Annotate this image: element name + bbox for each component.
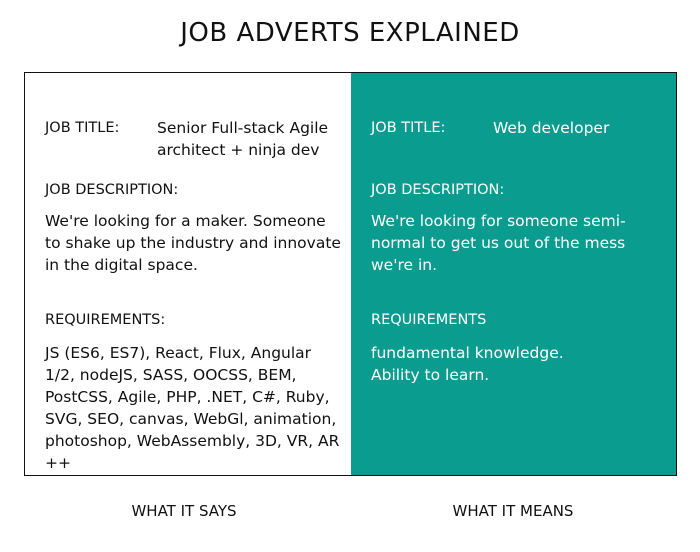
- requirements-label: REQUIREMENTS: [371, 312, 487, 328]
- requirements-line: fundamental knowledge.: [371, 344, 564, 362]
- job-title-label: JOB TITLE:: [45, 120, 120, 136]
- job-description-label: JOB DESCRIPTION:: [45, 182, 179, 198]
- what-it-says-caption: WHAT IT SAYS: [131, 502, 237, 520]
- requirements-line: Ability to learn.: [371, 366, 490, 384]
- job-title-value: Web developer: [493, 119, 610, 137]
- page-title: JOB ADVERTS EXPLAINED: [180, 18, 520, 48]
- job-description-text: We're looking for a maker. Someone to sh…: [45, 212, 341, 274]
- comparison-panels: JOB TITLE: Senior Full-stack Agile archi…: [24, 72, 677, 476]
- job-title-label: JOB TITLE:: [371, 120, 446, 136]
- job-description-label: JOB DESCRIPTION:: [371, 182, 505, 198]
- what-it-means-panel: JOB TITLE: Web developer JOB DESCRIPTION…: [351, 73, 676, 475]
- what-it-means-caption: WHAT IT MEANS: [452, 502, 574, 520]
- requirements-text: JS (ES6, ES7), React, Flux, Angular 1/2,…: [45, 344, 340, 472]
- requirements-text: fundamental knowledge. Ability to learn.: [371, 342, 671, 386]
- what-it-says-panel: JOB TITLE: Senior Full-stack Agile archi…: [25, 73, 351, 475]
- job-title-value: Senior Full-stack Agile architect + ninj…: [157, 119, 329, 159]
- job-description-text: We're looking for someone semi-normal to…: [371, 212, 626, 274]
- requirements-label: REQUIREMENTS:: [45, 312, 166, 328]
